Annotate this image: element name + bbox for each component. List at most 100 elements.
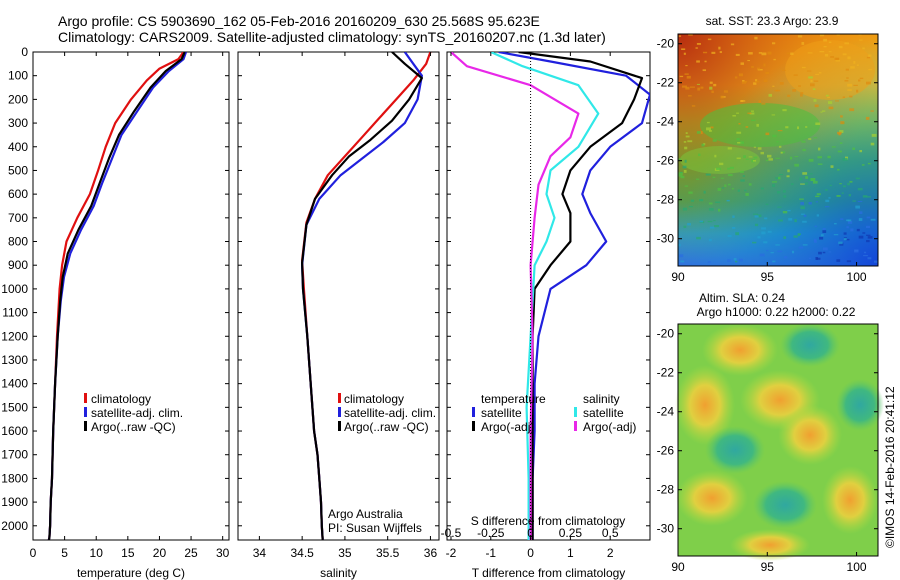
legend-swatch-climatology xyxy=(338,393,341,403)
legend-label-satellite: satellite-adj. clim. xyxy=(344,406,436,420)
series-line-temperature-satellite xyxy=(498,52,650,540)
map-x-tick-label: 95 xyxy=(761,560,775,574)
x-tick-label: 35.5 xyxy=(376,546,400,560)
legend-swatch-argo xyxy=(84,421,87,431)
series-line-argo-raw-qc xyxy=(47,52,186,540)
depth-tick-label: 1000 xyxy=(1,282,28,296)
legend-label-argo: Argo(..raw -QC) xyxy=(344,420,429,434)
temperature-legend: climatology satellite-adj. clim. Argo(..… xyxy=(84,392,183,434)
x-tick-label: 10 xyxy=(90,546,104,560)
s-diff-tick-label: 0.5 xyxy=(602,526,619,540)
temperature-plot xyxy=(47,52,188,540)
depth-tick-label: 1200 xyxy=(1,329,28,343)
map-y-tick-label: -26 xyxy=(657,154,675,168)
legend-label-climatology: climatology xyxy=(344,392,404,406)
sst-axes: 90 95 100 -20 -22 -24 -26 -28 -30 xyxy=(657,37,878,284)
legend-swatch-temp-satellite xyxy=(472,407,475,417)
x-axis-label: T difference from climatology xyxy=(472,566,626,580)
map-x-tick-label: 100 xyxy=(847,560,867,574)
depth-tick-label: 0 xyxy=(21,45,28,59)
series-line-satellite-adj-clim xyxy=(301,52,423,540)
sst-frame xyxy=(677,33,879,267)
map-y-tick-label: -28 xyxy=(657,483,675,497)
depth-tick-label: 400 xyxy=(8,140,28,154)
depth-tick-label: 700 xyxy=(8,211,28,225)
legend-label-sal-argo: Argo(-adj) xyxy=(583,420,636,434)
salinity-panel-frame xyxy=(237,51,440,541)
depth-tick-label: 1100 xyxy=(2,306,28,320)
depth-tick-label: 1900 xyxy=(1,495,28,509)
map-x-tick-label: 90 xyxy=(671,560,685,574)
difference-legend: temperature salinity satellite Argo(-adj… xyxy=(472,392,636,434)
x-tick-label: 34 xyxy=(253,546,267,560)
header-line-1: Argo profile: CS 5903690_162 05-Feb-2016… xyxy=(58,13,540,29)
legend-label-satellite: satellite-adj. clim. xyxy=(91,406,183,420)
x-tick-label: 0 xyxy=(527,546,534,560)
legend-title-temperature: temperature xyxy=(481,392,546,406)
legend-label-temp-satellite: satellite xyxy=(481,406,522,420)
x-tick-label: 15 xyxy=(121,546,135,560)
x-tick-label: 2 xyxy=(607,546,614,560)
annotation-argo-australia: Argo Australia xyxy=(328,507,403,521)
map-x-tick-label: 100 xyxy=(847,270,867,284)
series-line-satellite-adj-clim xyxy=(47,52,188,540)
map-y-tick-label: -26 xyxy=(657,444,675,458)
map-y-tick-label: -24 xyxy=(657,405,675,419)
x-tick-label: 35 xyxy=(338,546,352,560)
depth-tick-label: 1300 xyxy=(1,353,28,367)
annotation-pi: PI: Susan Wijffels xyxy=(328,521,422,535)
x-tick-label: 34.5 xyxy=(290,546,314,560)
sst-title: sat. SST: 23.3 Argo: 23.9 xyxy=(706,14,839,28)
depth-tick-label: 300 xyxy=(8,116,28,130)
series-line-argo-raw-qc xyxy=(301,52,423,540)
legend-title-salinity: salinity xyxy=(583,392,620,406)
legend-label-argo: Argo(..raw -QC) xyxy=(91,420,176,434)
temperature-panel-frame xyxy=(32,51,230,541)
map-y-tick-label: -30 xyxy=(657,522,675,536)
depth-tick-label: 500 xyxy=(8,163,28,177)
legend-swatch-climatology xyxy=(84,393,87,403)
map-y-tick-label: -28 xyxy=(657,193,675,207)
x-tick-label: 30 xyxy=(216,546,230,560)
depth-tick-label: 1400 xyxy=(1,377,28,391)
depth-tick-label: 1700 xyxy=(1,448,28,462)
s-diff-tick-label: 0 xyxy=(527,526,534,540)
map-y-tick-label: -20 xyxy=(657,37,675,51)
difference-plot xyxy=(450,52,650,540)
depth-tick-label: 900 xyxy=(8,258,28,272)
salinity-legend: climatology satellite-adj. clim. Argo(..… xyxy=(338,392,436,434)
sla-axes: 90 95 100 -20 -22 -24 -26 -28 -30 xyxy=(657,327,878,574)
depth-tick-label: 200 xyxy=(8,92,28,106)
map-x-tick-label: 90 xyxy=(671,270,685,284)
depth-tick-label: 1500 xyxy=(1,400,28,414)
depth-tick-label: 1600 xyxy=(1,424,28,438)
depth-tick-label: 800 xyxy=(8,235,28,249)
legend-swatch-satellite xyxy=(84,407,87,417)
x-tick-label: 20 xyxy=(153,546,167,560)
legend-label-temp-argo: Argo(-adj) xyxy=(481,420,534,434)
sst-heatmap xyxy=(678,34,878,266)
sla-heatmap xyxy=(675,323,884,561)
map-y-tick-label: -24 xyxy=(657,115,675,129)
map-y-tick-label: -22 xyxy=(657,76,675,90)
series-line-salinity-satellite xyxy=(490,52,600,540)
difference-top-axis-label: S difference from climatology xyxy=(471,514,626,528)
x-axis-label: temperature (deg C) xyxy=(77,566,185,580)
depth-tick-label: 100 xyxy=(8,69,28,83)
difference-panel-frame xyxy=(446,51,651,541)
map-y-tick-label: -30 xyxy=(657,232,675,246)
legend-swatch-argo xyxy=(338,421,341,431)
series-line-climatology xyxy=(47,52,185,540)
map-y-tick-label: -20 xyxy=(657,327,675,341)
s-diff-tick-label: 0.25 xyxy=(559,526,583,540)
x-tick-label: 0 xyxy=(30,546,37,560)
legend-label-climatology: climatology xyxy=(91,392,151,406)
legend-swatch-satellite xyxy=(338,407,341,417)
x-axis-label: salinity xyxy=(320,566,357,580)
depth-tick-label: 600 xyxy=(8,187,28,201)
x-tick-label: -2 xyxy=(446,546,457,560)
header-line-2: Climatology: CARS2009. Satellite-adjuste… xyxy=(58,29,606,45)
x-tick-label: 25 xyxy=(184,546,198,560)
